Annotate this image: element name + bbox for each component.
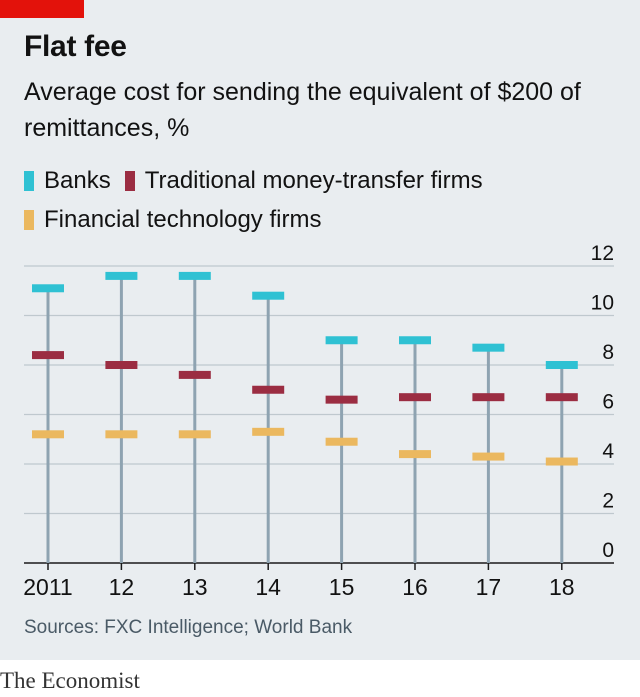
marker-fintech bbox=[105, 430, 138, 439]
source-note: Sources: FXC Intelligence; World Bank bbox=[24, 617, 353, 638]
x-tick-label: 16 bbox=[402, 574, 428, 600]
x-tick-label: 14 bbox=[255, 574, 281, 600]
brand-red-tab bbox=[0, 0, 84, 18]
legend-row-2: Financial technology firms bbox=[24, 205, 335, 235]
marker-traditional bbox=[472, 393, 505, 402]
chart-plot: 0 2 4 6 8 10 12 2011 12 13 14 15 16 17 18 bbox=[23, 242, 614, 600]
marker-fintech bbox=[399, 450, 431, 459]
marker-banks bbox=[325, 336, 358, 345]
marker-banks bbox=[105, 271, 138, 280]
x-tick-label: 17 bbox=[476, 574, 502, 600]
legend-item-traditional: Traditional money-transfer firms bbox=[124, 167, 483, 195]
x-tick-label: 18 bbox=[549, 574, 575, 600]
y-tick-label: 2 bbox=[602, 490, 614, 513]
marker-banks bbox=[399, 336, 431, 345]
marker-fintech bbox=[32, 430, 64, 439]
legend-swatch-fintech bbox=[24, 210, 34, 230]
y-tick-label: 12 bbox=[591, 242, 614, 265]
marker-traditional bbox=[178, 370, 211, 379]
y-tick-label: 4 bbox=[602, 440, 614, 463]
y-tick-label: 0 bbox=[602, 539, 614, 562]
marker-fintech bbox=[252, 427, 285, 436]
marker-traditional bbox=[32, 351, 64, 360]
legend: Banks Traditional money-transfer firms bbox=[24, 166, 497, 196]
marker-banks bbox=[32, 284, 64, 293]
y-tick-label: 6 bbox=[602, 391, 614, 414]
marker-traditional bbox=[325, 395, 358, 404]
marker-banks bbox=[252, 291, 285, 300]
marker-fintech bbox=[545, 457, 578, 466]
marker-traditional bbox=[252, 385, 285, 394]
marker-banks bbox=[545, 361, 578, 369]
legend-label-banks: Banks bbox=[44, 167, 111, 194]
legend-swatch-banks bbox=[24, 171, 34, 191]
marker-traditional bbox=[105, 361, 138, 369]
x-tick-label: 2011 bbox=[23, 574, 72, 600]
legend-item-banks: Banks bbox=[24, 167, 111, 195]
chart-card: Flat fee Average cost for sending the eq… bbox=[0, 0, 640, 660]
y-tick-label: 8 bbox=[602, 341, 614, 364]
legend-item-fintech: Financial technology firms bbox=[24, 206, 321, 234]
legend-swatch-traditional bbox=[124, 171, 135, 191]
marker-banks bbox=[178, 271, 211, 280]
x-tick-label: 15 bbox=[329, 574, 355, 600]
y-tick-label: 10 bbox=[591, 292, 614, 315]
legend-label-traditional: Traditional money-transfer firms bbox=[144, 167, 483, 194]
x-tick-label: 13 bbox=[182, 574, 208, 600]
marker-traditional bbox=[545, 393, 578, 402]
publisher-logo: The Economist bbox=[0, 668, 140, 693]
chart-subtitle: Average cost for sending the equivalent … bbox=[24, 78, 581, 142]
marker-fintech bbox=[178, 430, 211, 439]
marker-traditional bbox=[399, 393, 431, 402]
marker-fintech bbox=[472, 452, 505, 461]
marker-banks bbox=[472, 343, 505, 352]
x-tick-label: 12 bbox=[109, 574, 135, 600]
marker-fintech bbox=[325, 437, 358, 446]
legend-label-fintech: Financial technology firms bbox=[44, 206, 322, 233]
chart-title: Flat fee bbox=[24, 30, 127, 63]
